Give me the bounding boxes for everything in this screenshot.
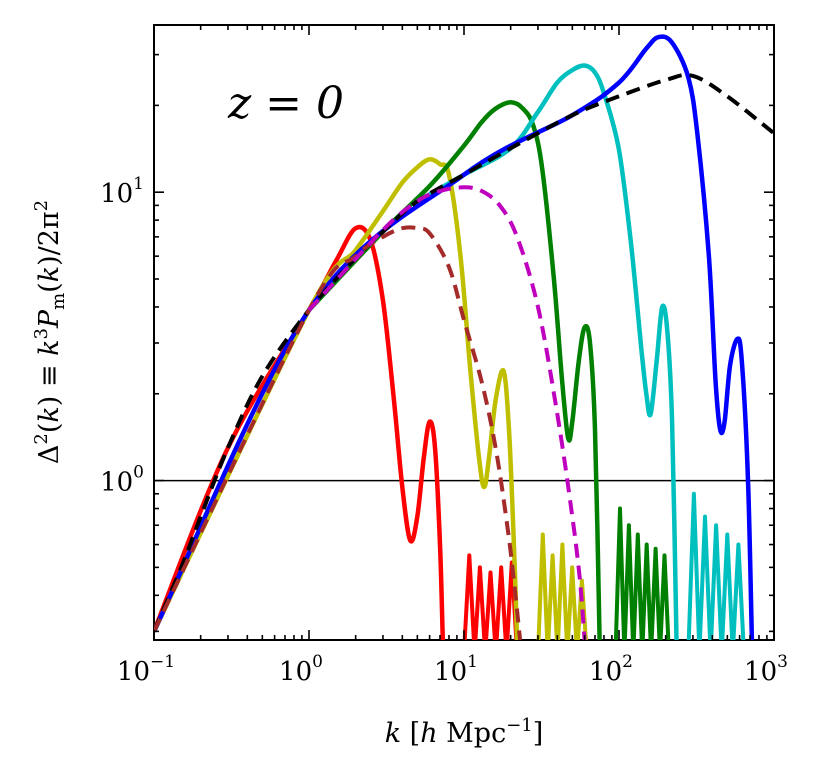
- oscillation-burst-3: [686, 491, 746, 640]
- svg-text:k [h Mpc−1]: k [h Mpc−1]: [385, 715, 544, 749]
- series-line-dashed-k-3: [154, 225, 523, 640]
- y-axis-label: Δ2(k) ≡ k3Pm(k)/2π2: [31, 200, 69, 464]
- oscillation-burst-2: [613, 506, 671, 640]
- oscillation-burst-0: [462, 553, 519, 640]
- oscillation-burst-1: [536, 532, 588, 640]
- series-line-cut-k-20: [307, 100, 602, 640]
- series-line-cut-k-6: [154, 157, 520, 640]
- svg-text:Δ2(k) ≡ k3Pm(k)/2π2: Δ2(k) ≡ k3Pm(k)/2π2: [31, 200, 69, 464]
- series-line-dashed-k-10: [307, 185, 587, 640]
- y-tick-label: 101: [100, 174, 144, 209]
- x-axis-label: k [h Mpc−1]: [385, 715, 544, 749]
- x-tick-label: 103: [744, 652, 788, 687]
- x-tick-label: 10−1: [117, 652, 175, 687]
- series-line-cut-k-60: [416, 63, 679, 640]
- x-tick-label: 101: [434, 652, 478, 687]
- series-line-cut-k-2: [154, 224, 446, 640]
- annotation-z: z = 0: [227, 78, 344, 129]
- x-tick-label: 102: [589, 652, 633, 687]
- series-line-linear: [154, 72, 774, 633]
- x-tick-label: 100: [279, 652, 323, 687]
- y-tick-label: 100: [100, 463, 144, 498]
